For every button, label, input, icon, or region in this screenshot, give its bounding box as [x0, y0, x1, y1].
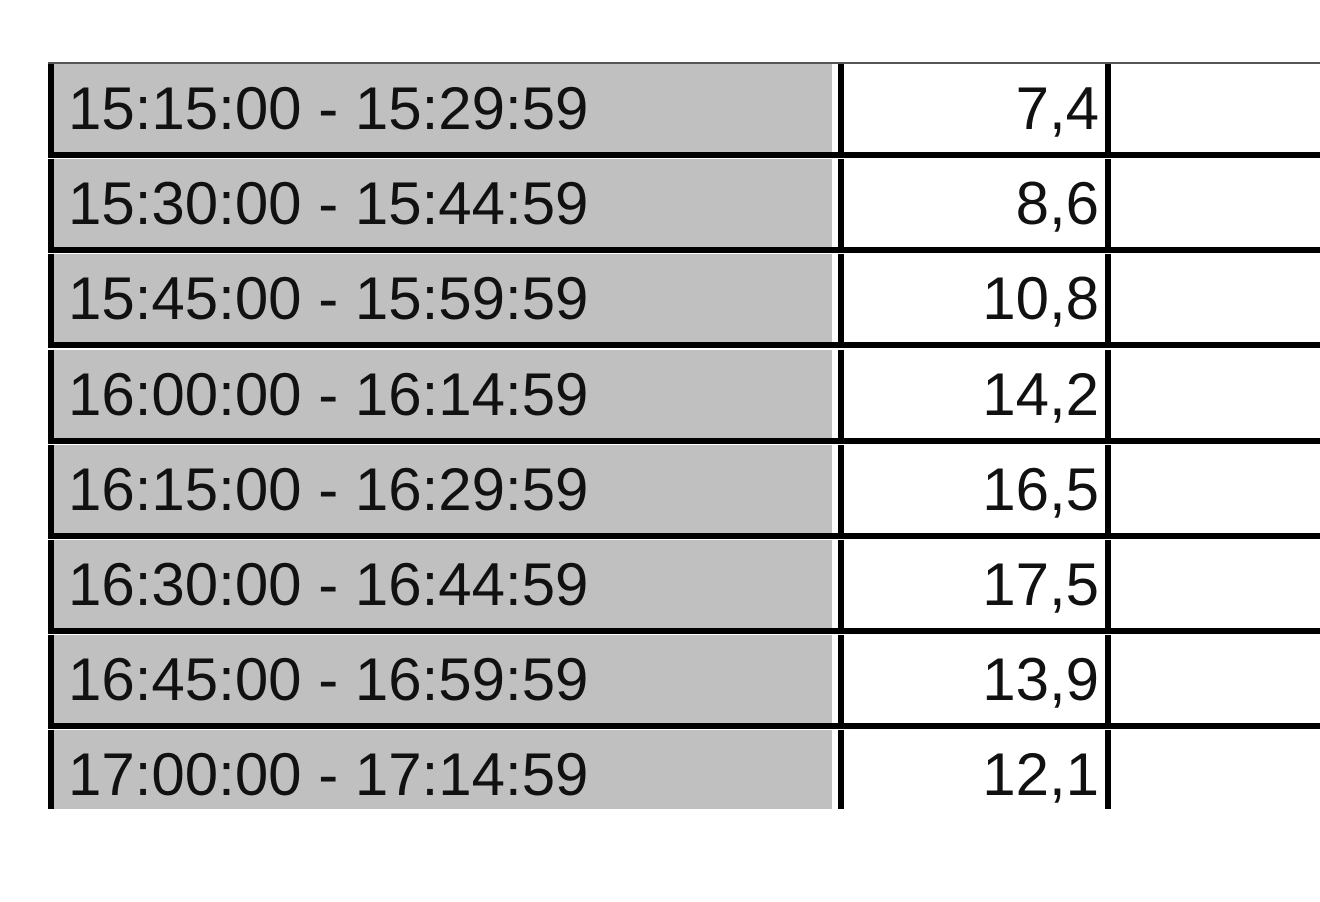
- value-text: 16,5: [982, 455, 1099, 523]
- interval-text: 16:45:00 - 16:59:59: [68, 646, 589, 714]
- value-cell: 17,5: [838, 540, 1111, 630]
- table-row: 17:00:00 - 17:14:59 12,1: [48, 730, 1320, 809]
- table-row: 16:00:00 - 16:14:59 14,2: [48, 349, 1320, 445]
- table-row: 16:30:00 - 16:44:59 17,5: [48, 540, 1320, 635]
- row-divider: [48, 152, 1320, 158]
- interval-cell: 16:00:00 - 16:14:59: [48, 349, 832, 440]
- interval-text: 15:30:00 - 15:44:59: [68, 170, 589, 238]
- empty-cell: [1105, 64, 1320, 154]
- row-divider: [48, 532, 1320, 539]
- value-text: 14,2: [982, 360, 1099, 428]
- interval-text: 15:15:00 - 15:29:59: [68, 75, 589, 142]
- row-divider: [48, 342, 1320, 349]
- interval-text: 15:45:00 - 15:59:59: [68, 265, 589, 333]
- interval-text: 16:15:00 - 16:29:59: [68, 455, 589, 523]
- interval-text: 17:00:00 - 17:14:59: [68, 741, 589, 809]
- time-interval-table: 15:15:00 - 15:29:59 7,4 15:30:00 - 15:44:5…: [48, 62, 1320, 809]
- interval-text: 16:30:00 - 16:44:59: [68, 551, 589, 618]
- value-cell: 8,6: [838, 159, 1111, 250]
- value-text: 8,6: [1015, 170, 1099, 238]
- empty-cell: [1105, 444, 1320, 535]
- interval-cell: 15:45:00 - 15:59:59: [48, 254, 832, 345]
- value-text: 17,5: [982, 551, 1099, 618]
- interval-cell: 15:30:00 - 15:44:59: [48, 159, 832, 250]
- table-row: 16:45:00 - 16:59:59 13,9: [48, 635, 1320, 730]
- row-divider: [48, 628, 1320, 634]
- value-text: 13,9: [982, 646, 1099, 714]
- interval-cell: 15:15:00 - 15:29:59: [48, 64, 832, 154]
- table-row: 16:15:00 - 16:29:59 16,5: [48, 444, 1320, 540]
- empty-cell: [1105, 635, 1320, 726]
- table-row: 15:45:00 - 15:59:59 10,8: [48, 254, 1320, 349]
- value-cell: 7,4: [838, 64, 1111, 154]
- value-cell: 13,9: [838, 635, 1111, 726]
- interval-cell: 16:30:00 - 16:44:59: [48, 540, 832, 630]
- value-cell: 12,1: [838, 730, 1111, 809]
- interval-text: 16:00:00 - 16:14:59: [68, 360, 589, 428]
- empty-cell: [1105, 349, 1320, 440]
- table-row: 15:30:00 - 15:44:59 8,6: [48, 159, 1320, 254]
- value-cell: 10,8: [838, 254, 1111, 345]
- value-text: 10,8: [982, 265, 1099, 333]
- empty-cell: [1105, 159, 1320, 250]
- empty-cell: [1105, 254, 1320, 345]
- row-divider: [48, 247, 1320, 254]
- value-text: 12,1: [982, 741, 1099, 809]
- row-divider: [48, 723, 1320, 730]
- table-row: 15:15:00 - 15:29:59 7,4: [48, 64, 1320, 159]
- interval-cell: 16:15:00 - 16:29:59: [48, 444, 832, 535]
- value-text: 7,4: [1015, 75, 1099, 142]
- value-cell: 14,2: [838, 349, 1111, 440]
- empty-cell: [1105, 730, 1320, 809]
- value-cell: 16,5: [838, 444, 1111, 535]
- row-divider: [48, 437, 1320, 444]
- interval-cell: 16:45:00 - 16:59:59: [48, 635, 832, 726]
- interval-cell: 17:00:00 - 17:14:59: [48, 730, 832, 809]
- empty-cell: [1105, 540, 1320, 630]
